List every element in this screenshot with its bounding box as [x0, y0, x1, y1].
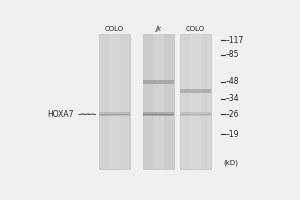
- Bar: [180, 89, 211, 93]
- Bar: [180, 112, 211, 116]
- Bar: [109, 34, 120, 169]
- Text: –26: –26: [226, 110, 239, 119]
- Bar: [153, 34, 164, 169]
- Text: (kD): (kD): [223, 159, 238, 166]
- Bar: [180, 115, 211, 116]
- Text: –117: –117: [226, 36, 244, 45]
- Text: COLO: COLO: [186, 26, 205, 32]
- Bar: [98, 115, 130, 116]
- Text: COLO: COLO: [105, 26, 124, 32]
- Bar: [143, 80, 174, 84]
- Bar: [98, 112, 130, 114]
- Bar: [143, 34, 174, 169]
- Bar: [180, 34, 211, 169]
- Bar: [143, 112, 174, 114]
- Bar: [180, 112, 211, 114]
- Text: HOXA7: HOXA7: [47, 110, 74, 119]
- Text: –19: –19: [226, 130, 239, 139]
- Text: –48: –48: [226, 77, 239, 86]
- Bar: [143, 115, 174, 116]
- Bar: [98, 112, 130, 116]
- Text: –34: –34: [226, 94, 239, 103]
- Text: –85: –85: [226, 50, 239, 59]
- Bar: [143, 112, 174, 116]
- Text: Jk: Jk: [155, 26, 161, 32]
- Bar: [190, 34, 201, 169]
- Bar: [98, 34, 130, 169]
